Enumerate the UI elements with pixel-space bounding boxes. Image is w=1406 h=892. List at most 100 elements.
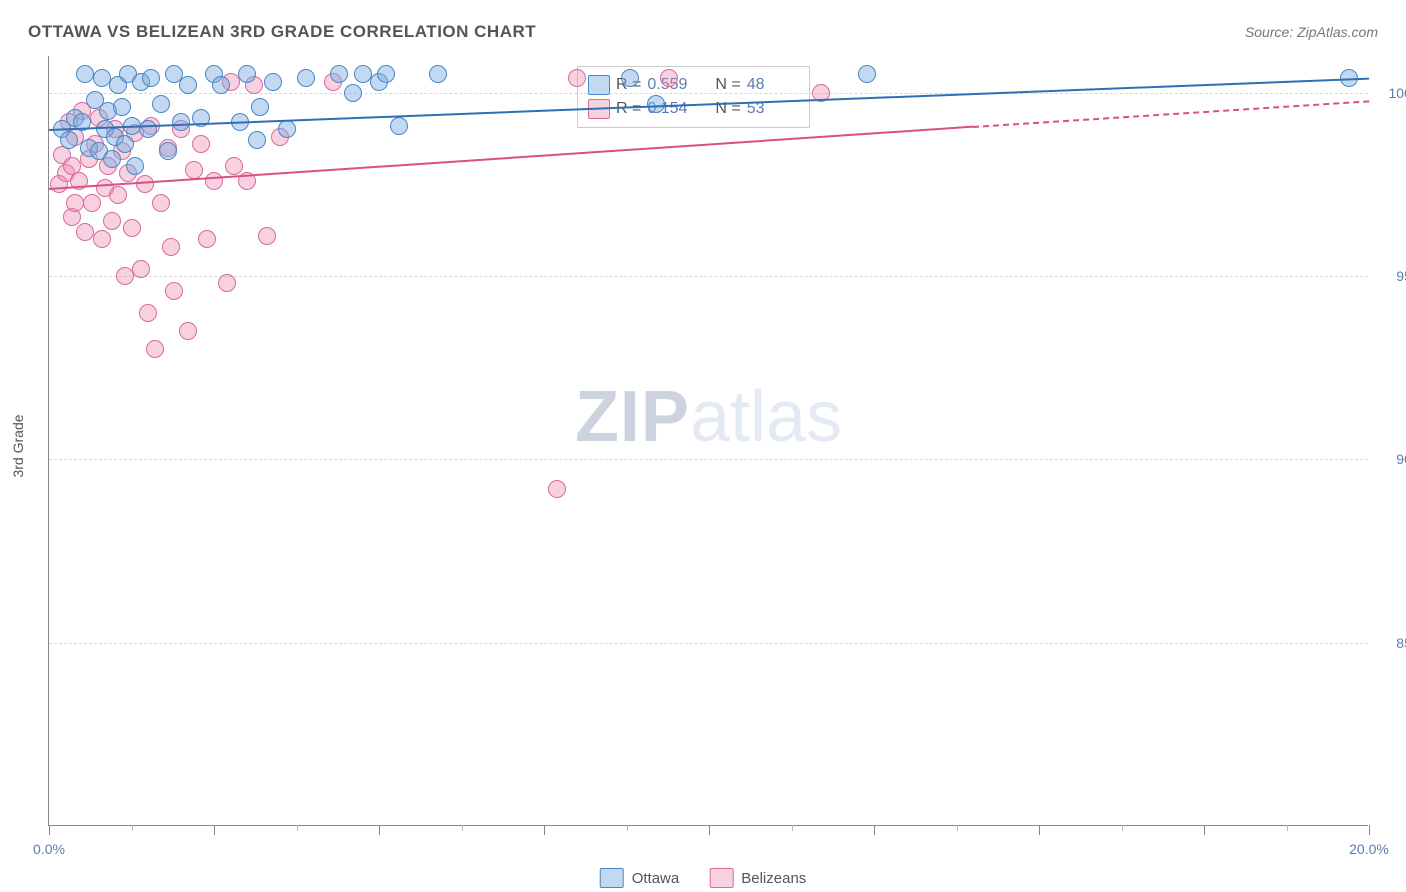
x-tick-label: 0.0% <box>33 841 65 857</box>
data-point <box>103 212 121 230</box>
data-point <box>621 69 639 87</box>
x-tick-major <box>874 825 875 835</box>
y-tick-label: 95.0% <box>1374 268 1406 284</box>
data-point <box>344 84 362 102</box>
data-point <box>205 172 223 190</box>
data-point <box>76 223 94 241</box>
plot-area: ZIPatlas R =0.559N =48R =0.154N =53 85.0… <box>48 56 1368 826</box>
trend-line <box>973 100 1369 128</box>
data-point <box>116 267 134 285</box>
y-tick-label: 90.0% <box>1374 451 1406 467</box>
data-point <box>152 95 170 113</box>
x-tick-minor <box>132 825 133 831</box>
watermark-atlas: atlas <box>690 377 842 457</box>
legend-label: Belizeans <box>741 870 806 887</box>
x-tick-label: 20.0% <box>1349 841 1389 857</box>
data-point <box>172 113 190 131</box>
x-tick-major <box>379 825 380 835</box>
data-point <box>377 65 395 83</box>
gridline-h <box>49 276 1368 277</box>
data-point <box>113 98 131 116</box>
source-attribution: Source: ZipAtlas.com <box>1245 24 1378 40</box>
data-point <box>146 340 164 358</box>
data-point <box>76 65 94 83</box>
legend-item: Ottawa <box>600 868 680 888</box>
x-tick-minor <box>1122 825 1123 831</box>
x-tick-minor <box>957 825 958 831</box>
legend: Ottawa Belizeans <box>600 868 807 888</box>
data-point <box>136 175 154 193</box>
watermark: ZIPatlas <box>575 376 842 458</box>
data-point <box>568 69 586 87</box>
x-tick-major <box>1204 825 1205 835</box>
data-point <box>139 304 157 322</box>
data-point <box>109 186 127 204</box>
legend-swatch <box>709 868 733 888</box>
stats-box: R =0.559N =48R =0.154N =53 <box>577 66 810 128</box>
y-axis-label: 3rd Grade <box>10 414 26 477</box>
gridline-h <box>49 643 1368 644</box>
x-tick-minor <box>297 825 298 831</box>
x-tick-minor <box>792 825 793 831</box>
data-point <box>165 282 183 300</box>
data-point <box>251 98 269 116</box>
stat-n-value: 48 <box>747 76 799 94</box>
x-tick-major <box>544 825 545 835</box>
data-point <box>218 274 236 292</box>
data-point <box>123 219 141 237</box>
data-point <box>103 150 121 168</box>
data-point <box>126 157 144 175</box>
data-point <box>198 230 216 248</box>
data-point <box>66 194 84 212</box>
x-tick-minor <box>1287 825 1288 831</box>
y-tick-label: 100.0% <box>1374 85 1406 101</box>
watermark-zip: ZIP <box>575 377 690 457</box>
chart-container: OTTAWA VS BELIZEAN 3RD GRADE CORRELATION… <box>0 0 1406 892</box>
data-point <box>212 76 230 94</box>
data-point <box>264 73 282 91</box>
legend-label: Ottawa <box>632 870 680 887</box>
x-tick-major <box>214 825 215 835</box>
x-tick-major <box>49 825 50 835</box>
data-point <box>132 260 150 278</box>
data-point <box>179 76 197 94</box>
data-point <box>390 117 408 135</box>
data-point <box>152 194 170 212</box>
data-point <box>354 65 372 83</box>
data-point <box>142 69 160 87</box>
data-point <box>116 135 134 153</box>
data-point <box>185 161 203 179</box>
data-point <box>60 131 78 149</box>
data-point <box>83 194 101 212</box>
data-point <box>162 238 180 256</box>
data-point <box>225 157 243 175</box>
data-point <box>179 322 197 340</box>
x-tick-minor <box>627 825 628 831</box>
data-point <box>548 480 566 498</box>
legend-item: Belizeans <box>709 868 806 888</box>
x-tick-major <box>1369 825 1370 835</box>
data-point <box>93 230 111 248</box>
data-point <box>660 69 678 87</box>
data-point <box>429 65 447 83</box>
data-point <box>330 65 348 83</box>
x-tick-major <box>1039 825 1040 835</box>
data-point <box>258 227 276 245</box>
data-point <box>238 65 256 83</box>
data-point <box>297 69 315 87</box>
gridline-h <box>49 93 1368 94</box>
data-point <box>858 65 876 83</box>
legend-swatch <box>600 868 624 888</box>
data-point <box>159 142 177 160</box>
data-point <box>93 69 111 87</box>
x-tick-major <box>709 825 710 835</box>
y-tick-label: 85.0% <box>1374 635 1406 651</box>
chart-title: OTTAWA VS BELIZEAN 3RD GRADE CORRELATION… <box>28 22 536 42</box>
data-point <box>278 120 296 138</box>
data-point <box>647 95 665 113</box>
x-tick-minor <box>462 825 463 831</box>
data-point <box>248 131 266 149</box>
stat-r-label: R = <box>616 100 641 118</box>
data-point <box>139 120 157 138</box>
data-point <box>192 135 210 153</box>
